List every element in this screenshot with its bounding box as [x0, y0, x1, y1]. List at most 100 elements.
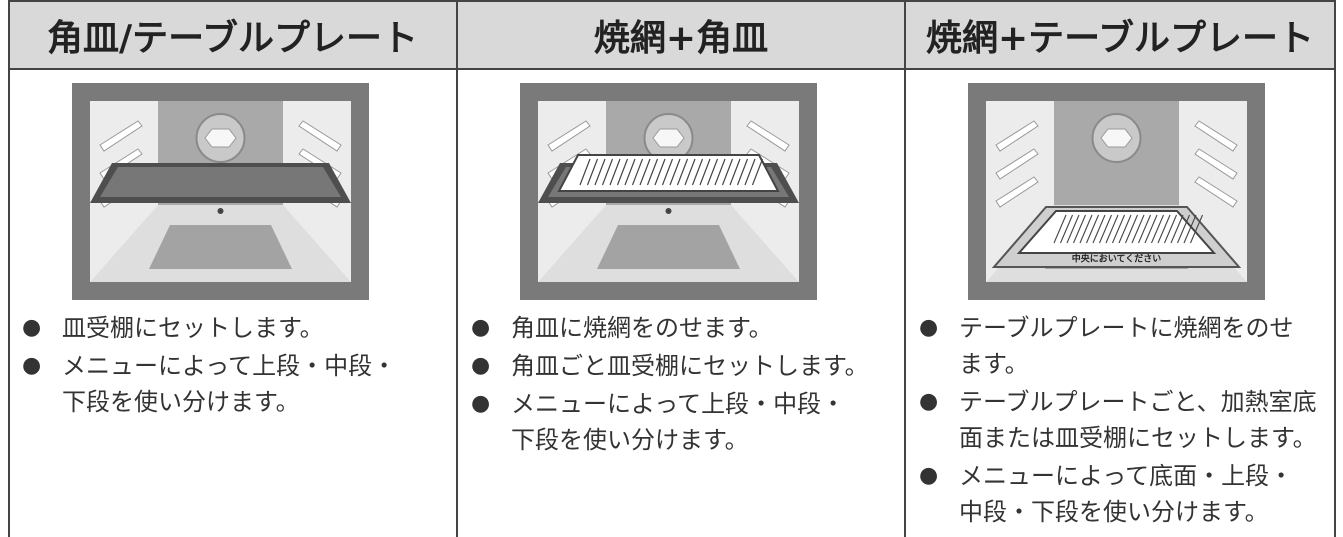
grill-wire: [1189, 214, 1204, 244]
grill-wire: [1111, 214, 1126, 244]
column: 角皿/テーブルプレート皿受棚にセットします。メニューによって上段・中段・下段を使…: [8, 0, 457, 537]
grill-wire: [579, 158, 591, 186]
grill-wire: [721, 158, 734, 186]
rail: [1194, 176, 1238, 208]
grill-wire: [594, 158, 606, 186]
grill-wire: [1092, 214, 1106, 244]
bullet-item: メニューによって上段・中段・下段を使い分けます。: [22, 348, 457, 420]
bullet-text: 面または皿受棚にセットします。: [959, 424, 1317, 452]
fan-grille: [1100, 128, 1133, 148]
grill-wire: [676, 158, 689, 186]
grill-wire: [1183, 214, 1197, 244]
column-border: [904, 0, 906, 537]
grill-wire: [1170, 214, 1184, 244]
grill-wire: [661, 158, 674, 186]
tray-inner: [100, 167, 341, 197]
rail: [746, 120, 790, 152]
column-header: 角皿/テーブルプレート: [8, 0, 457, 70]
tray-knob: [217, 208, 224, 214]
bullet-text: メニューによって底面・上段・: [959, 462, 1294, 490]
grill-wire: [1066, 214, 1080, 244]
grill-wire: [1053, 214, 1067, 244]
column-border: [8, 0, 10, 537]
column-header: 焼網+角皿: [457, 0, 905, 70]
grill-wire: [669, 158, 681, 186]
grill-wire: [654, 158, 666, 186]
floor-panel: [597, 225, 740, 269]
bullet-text: テーブルプレートごと、加熱室底: [959, 388, 1317, 416]
rail: [995, 120, 1039, 152]
bullet-item: 皿受棚にセットします。: [22, 310, 457, 346]
fan-grille: [652, 128, 685, 148]
grill-wire: [601, 158, 614, 186]
grill-wire: [1144, 214, 1158, 244]
bullet-list: 角皿に焼網をのせます。角皿ごと皿受棚にセットします。メニューによって上段・中段・…: [471, 310, 905, 460]
grill-wire: [1105, 214, 1119, 244]
grill-wire: [1176, 214, 1191, 244]
rail: [995, 148, 1039, 180]
grill-wire: [744, 158, 756, 186]
grill-wire: [1059, 214, 1074, 244]
grill-wire: [691, 158, 704, 186]
bullet-item: メニューによって底面・上段・中段・下段を使い分けます。: [919, 458, 1335, 530]
tray-knob: [665, 208, 672, 214]
grill-wire: [1072, 214, 1087, 244]
grill-wire: [729, 158, 741, 186]
grill-wire: [1118, 214, 1132, 244]
rail: [99, 120, 143, 152]
rail: [1194, 148, 1238, 180]
grill-wire: [1157, 214, 1171, 244]
column: 焼網+テーブルプレート中央においてくださいテーブルプレートに焼網をのせます。テー…: [905, 0, 1335, 537]
grill-wire: [639, 158, 651, 186]
grill-wire: [1150, 214, 1165, 244]
grill-wire: [1124, 214, 1139, 244]
grill-wire: [616, 158, 629, 186]
grill-wire: [1137, 214, 1152, 244]
grill-wire: [1163, 214, 1178, 244]
bullet-item: 角皿に焼網をのせます。: [471, 310, 905, 346]
grill-wire: [699, 158, 711, 186]
column-border: [456, 0, 458, 537]
rail: [1194, 120, 1238, 152]
bullet-item: 角皿ごと皿受棚にセットします。: [471, 348, 905, 384]
fan-grille: [204, 128, 237, 148]
rail: [547, 120, 591, 152]
grill-wire: [714, 158, 726, 186]
column: 焼網+角皿角皿に焼網をのせます。角皿ごと皿受棚にセットします。メニューによって上…: [457, 0, 905, 537]
grill-wire: [684, 158, 696, 186]
bullet-text: メニューによって上段・中段・: [62, 352, 397, 380]
oven-illustration: [520, 83, 817, 300]
oven-illustration: 中央においてください: [968, 83, 1265, 300]
grill-wire: [609, 158, 621, 186]
column-border: [1334, 0, 1336, 537]
grill-wire: [736, 158, 749, 186]
grill-wire: [751, 158, 764, 186]
floor-panel: [149, 225, 292, 269]
grill-wire: [624, 158, 636, 186]
grill-wire: [586, 158, 599, 186]
column-header: 焼網+テーブルプレート: [905, 0, 1335, 70]
grill-wire: [1079, 214, 1093, 244]
rail: [298, 120, 342, 152]
bullet-item: メニューによって上段・中段・下段を使い分けます。: [471, 386, 905, 458]
bullet-text: 角皿に焼網をのせます。: [511, 314, 773, 342]
grill-wire: [631, 158, 644, 186]
grill-wire: [1098, 214, 1113, 244]
oven-illustration: [72, 83, 369, 300]
bullet-text: 皿受棚にセットします。: [62, 314, 324, 342]
bullet-text: 角皿ごと皿受棚にセットします。: [511, 352, 869, 380]
bullet-text: テーブルプレートに焼網をのせ: [959, 314, 1294, 342]
bullet-text: 下段を使い分けます。: [62, 388, 300, 416]
bullet-list: 皿受棚にセットします。メニューによって上段・中段・下段を使い分けます。: [22, 310, 457, 422]
bullet-text: 下段を使い分けます。: [511, 426, 749, 454]
rail: [995, 176, 1039, 208]
bullet-text: 中段・下段を使い分けます。: [959, 498, 1269, 526]
bullet-text: メニューによって上段・中段・: [511, 390, 846, 418]
plate-label: 中央においてください: [1072, 253, 1161, 265]
bullet-list: テーブルプレートに焼網をのせます。テーブルプレートごと、加熱室底面または皿受棚に…: [919, 310, 1335, 532]
grill-wire: [706, 158, 719, 186]
grill-wire: [1131, 214, 1145, 244]
